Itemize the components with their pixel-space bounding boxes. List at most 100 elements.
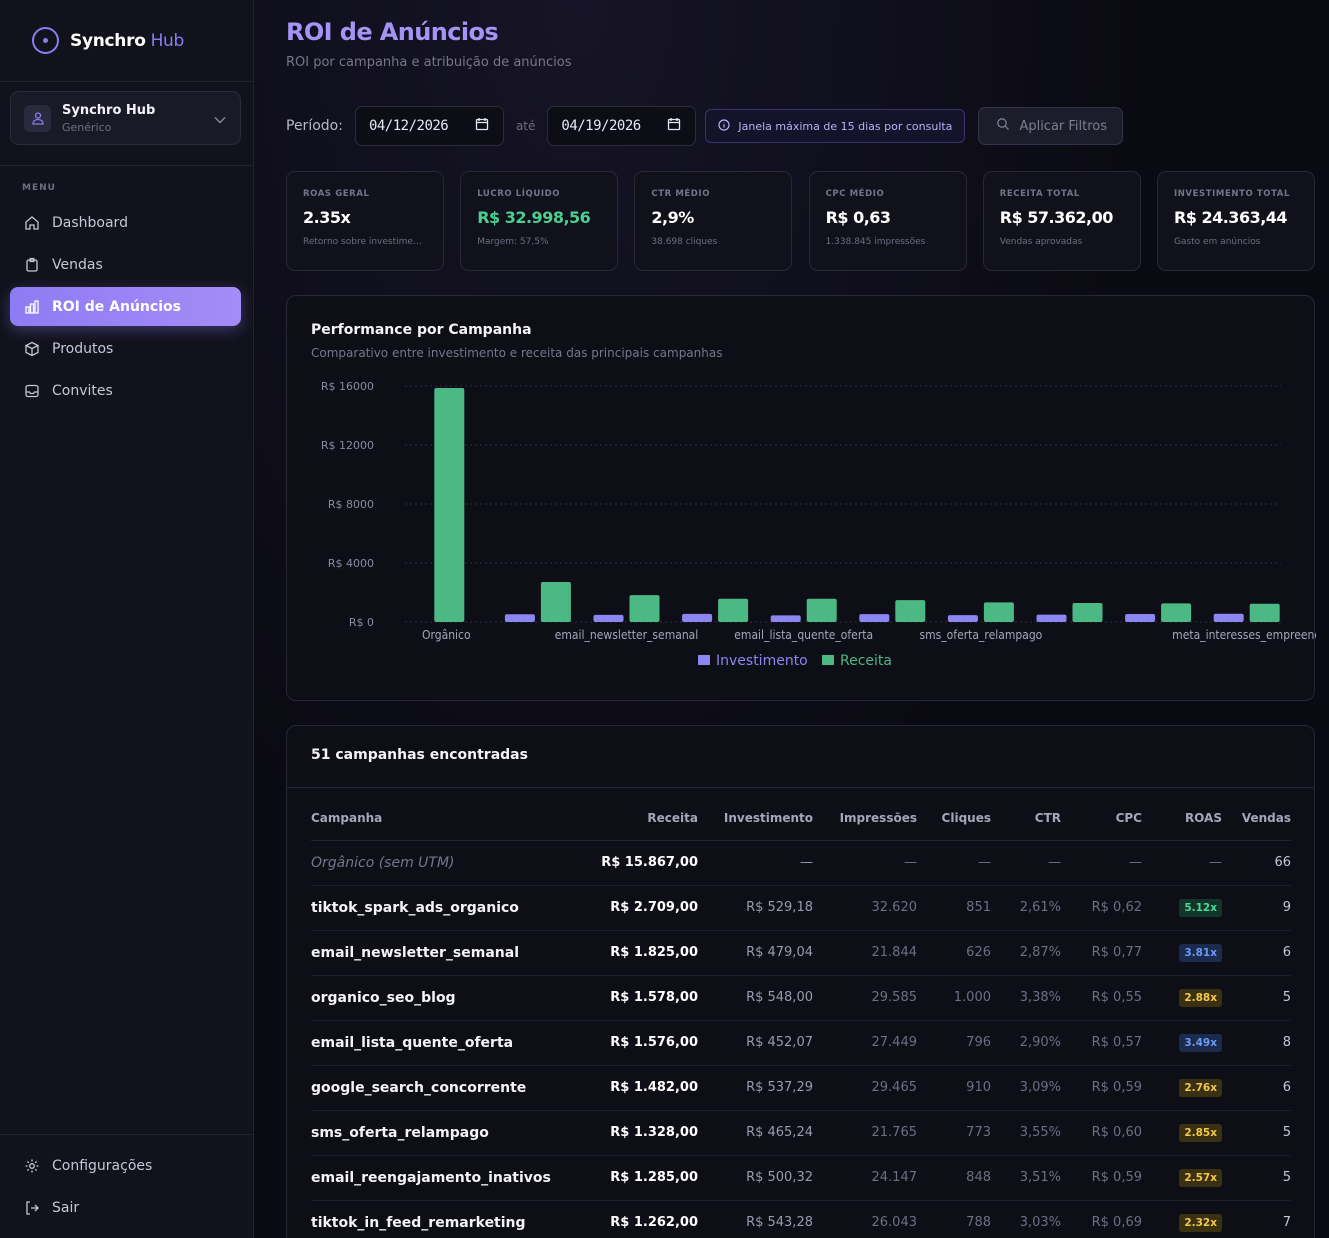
cell-vendas: 5: [1222, 975, 1291, 1021]
sidebar-item-roi-anuncios[interactable]: ROI de Anúncios: [10, 287, 241, 326]
sidebar-item-label: Configurações: [52, 1157, 153, 1174]
cell-ctr: 3,55%: [991, 1110, 1061, 1156]
cell-cpc: R$ 0,59: [1061, 1065, 1142, 1111]
cell-impressoes: 27.449: [813, 1020, 917, 1066]
cell-receita: R$ 1.285,00: [601, 1155, 698, 1201]
main-content: ROI de Anúncios ROI por campanha e atrib…: [254, 0, 1329, 1238]
column-header-ctr[interactable]: CTR: [991, 796, 1061, 841]
workspace-selector[interactable]: Synchro Hub Genérico: [10, 91, 241, 145]
cell-investimento: R$ 500,32: [698, 1155, 813, 1201]
column-header-roas[interactable]: ROAS: [1142, 796, 1222, 841]
bar-receita: [806, 598, 837, 622]
table-row[interactable]: tiktok_spark_ads_organico R$ 2.709,00 R$ 5…: [311, 885, 1291, 931]
date-window-info-text: Janela máxima de 15 dias por consulta: [738, 119, 953, 133]
table-divider: [287, 787, 1314, 788]
cell-cpc: R$ 0,69: [1061, 1200, 1142, 1238]
bar-receita: [1161, 603, 1192, 622]
sidebar-item-sair[interactable]: Sair: [10, 1188, 241, 1227]
y-tick-label: R$ 0: [349, 616, 374, 629]
table-row[interactable]: sms_oferta_relampago R$ 1.328,00 R$ 465,24…: [311, 1110, 1291, 1156]
kpi-value: 2.35x: [303, 208, 351, 227]
column-header-cliques[interactable]: Cliques: [917, 796, 991, 841]
cell-investimento: R$ 543,28: [698, 1200, 813, 1238]
campaign-name: email_reengajamento_inativos: [311, 1155, 601, 1201]
menu-label: MENU: [22, 183, 56, 193]
kpi-label: CTR MÉDIO: [651, 189, 711, 199]
date-window-info: Janela máxima de 15 dias por consulta: [705, 109, 966, 143]
table-row[interactable]: email_newsletter_semanal R$ 1.825,00 R$ 47…: [311, 930, 1291, 976]
end-date-value: 04/19/2026: [561, 118, 641, 134]
campaign-name: email_lista_quente_oferta: [311, 1020, 601, 1066]
cell-vendas: 66: [1222, 840, 1291, 886]
search-icon: [996, 117, 1010, 135]
calendar-icon[interactable]: [475, 117, 489, 135]
campaign-name: tiktok_in_feed_remarketing: [311, 1200, 601, 1238]
kpi-label: ROAS GERAL: [303, 189, 370, 199]
sidebar-item-label: Sair: [52, 1199, 80, 1216]
kpi-value: R$ 57.362,00: [999, 208, 1114, 227]
table-row[interactable]: email_lista_quente_oferta R$ 1.576,00 R$ 4…: [311, 1020, 1291, 1066]
sidebar-item-configuracoes[interactable]: Configurações: [10, 1146, 241, 1185]
kpi-subtext: 1.338.845 impressões: [825, 237, 926, 247]
brand[interactable]: Synchro Hub: [0, 0, 253, 82]
kpi-card-roas: ROAS GERAL 2.35x Retorno sobre investime…: [286, 171, 444, 271]
cell-cliques: 1.000: [917, 975, 991, 1021]
kpi-subtext: Retorno sobre investimento: [303, 237, 427, 247]
column-header-investimento[interactable]: Investimento: [698, 796, 813, 841]
legend-swatch-investimento: [698, 655, 710, 665]
table-row[interactable]: organico_seo_blog R$ 1.578,00 R$ 548,00 29.…: [311, 975, 1291, 1021]
roas-badge: 3.81x: [1179, 943, 1222, 962]
legend-label-investimento: Investimento: [716, 653, 808, 669]
column-header-vendas[interactable]: Vendas: [1222, 796, 1291, 841]
start-date-input[interactable]: 04/12/2026: [354, 106, 504, 146]
cell-receita: R$ 1.482,00: [601, 1065, 698, 1111]
logout-icon: [23, 1199, 41, 1217]
column-header-receita[interactable]: Receita: [601, 796, 698, 841]
cell-impressoes: 32.620: [813, 885, 917, 931]
sidebar-item-dashboard[interactable]: Dashboard: [10, 203, 241, 242]
cell-cliques: 910: [917, 1065, 991, 1111]
cell-ctr: 2,61%: [991, 885, 1061, 931]
cell-vendas: 5: [1222, 1110, 1291, 1156]
workspace-title: Synchro Hub: [62, 102, 156, 118]
cell-cliques: 848: [917, 1155, 991, 1201]
cell-impressoes: 21.765: [813, 1110, 917, 1156]
kpi-card-lucro: LUCRO LÍQUIDO R$ 32.998,56 Margem: 57,5%: [460, 171, 619, 271]
kpi-card-ctr: CTR MÉDIO 2,9% 38.698 cliques: [634, 171, 793, 271]
bar-receita: [983, 602, 1014, 622]
sidebar-item-produtos[interactable]: Produtos: [10, 329, 241, 368]
cell-vendas: 5: [1222, 1155, 1291, 1201]
cell-receita: R$ 1.328,00: [601, 1110, 698, 1156]
page-title: ROI de Anúncios: [286, 18, 499, 46]
column-header-impressoes[interactable]: Impressões: [813, 796, 917, 841]
campaigns-table-card: 51 campanhas encontradas Campanha Receit…: [286, 725, 1315, 1238]
y-tick-label: R$ 8000: [328, 498, 374, 511]
kpi-value: 2,9%: [651, 208, 694, 227]
x-tick-label: meta_interesses_empreend: [1172, 628, 1316, 642]
end-date-input[interactable]: 04/19/2026: [547, 106, 697, 146]
sidebar-bottom-nav: Configurações Sair: [10, 1146, 241, 1230]
bar-investimento: [1036, 614, 1067, 622]
apply-filters-button[interactable]: Aplicar Filtros: [978, 107, 1124, 145]
info-icon: [718, 118, 730, 134]
sidebar-item-convites[interactable]: Convites: [10, 371, 241, 410]
cell-cpc: R$ 0,55: [1061, 975, 1142, 1021]
column-header-cpc[interactable]: CPC: [1061, 796, 1142, 841]
sidebar-item-vendas[interactable]: Vendas: [10, 245, 241, 284]
bar-receita: [629, 595, 660, 622]
calendar-icon[interactable]: [667, 117, 681, 135]
table-row[interactable]: google_search_concorrente R$ 1.482,00 R$ 5…: [311, 1065, 1291, 1111]
box-icon: [23, 340, 41, 358]
column-header-campanha[interactable]: Campanha: [311, 796, 601, 841]
chevron-down-icon: [214, 109, 226, 128]
sidebar-divider: [0, 1134, 254, 1135]
cell-receita: R$ 1.825,00: [601, 930, 698, 976]
cell-impressoes: 24.147: [813, 1155, 917, 1201]
cell-ctr: 3,51%: [991, 1155, 1061, 1201]
table-row[interactable]: email_reengajamento_inativos R$ 1.285,00 R…: [311, 1155, 1291, 1201]
kpi-label: INVESTIMENTO TOTAL: [1173, 189, 1290, 199]
kpi-card-cpc: CPC MÉDIO R$ 0,63 1.338.845 impressões: [808, 171, 967, 271]
table-row[interactable]: Orgânico (sem UTM) R$ 15.867,00— — — — — —66: [311, 840, 1291, 886]
table-header-row: Campanha Receita Investimento Impressões…: [311, 796, 1291, 841]
table-row[interactable]: tiktok_in_feed_remarketing R$ 1.262,00 R$ …: [311, 1200, 1291, 1238]
